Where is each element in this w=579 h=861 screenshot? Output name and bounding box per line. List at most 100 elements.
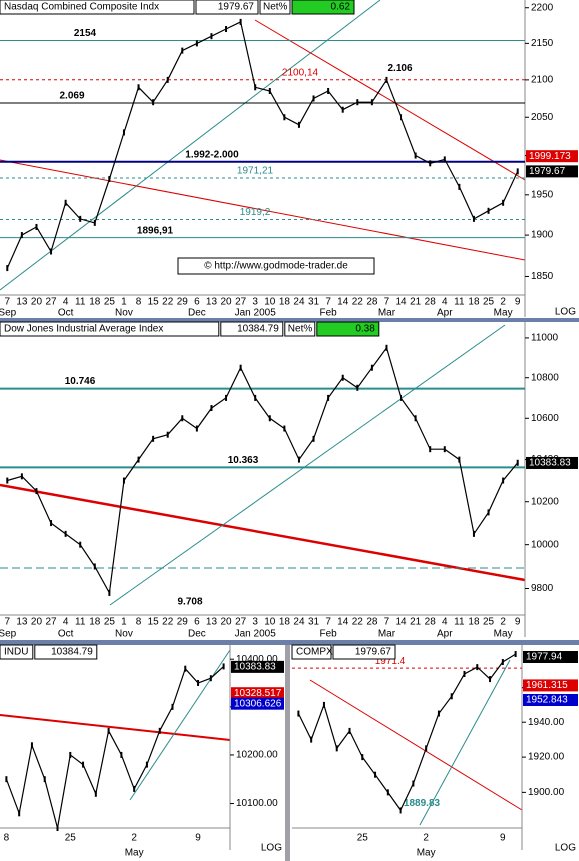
x-month-label: Oct <box>58 629 74 640</box>
scale-label: LOG <box>555 843 576 854</box>
price-line <box>297 653 516 812</box>
x-tick-label: 13 <box>206 617 218 628</box>
net-value-box <box>291 0 355 15</box>
x-tick-label: 20 <box>220 297 232 308</box>
x-tick-label: 14 <box>395 617 407 628</box>
trend-line <box>309 679 523 811</box>
y-tick-label: 1940.00 <box>528 717 565 728</box>
x-tick-label: 7 <box>325 617 331 628</box>
x-tick-label: 9 <box>515 297 521 308</box>
x-tick-label: 2 <box>131 833 137 844</box>
x-tick-label: 21 <box>410 617 422 628</box>
x-tick-label: 22 <box>162 617 174 628</box>
value-box <box>34 644 98 660</box>
x-tick-label: 15 <box>148 617 160 628</box>
level-label: 1919,2 <box>240 207 271 218</box>
trend-line <box>254 19 526 181</box>
trend-line <box>0 483 526 582</box>
x-tick-label: 4 <box>442 297 448 308</box>
x-tick-label: 9 <box>515 617 521 628</box>
x-tick-label: 13 <box>206 297 218 308</box>
watermark: © http://www.godmode-trader.de <box>204 261 348 272</box>
x-tick-label: 28 <box>425 617 437 628</box>
y-tick-label: 2150 <box>531 38 554 49</box>
value-badge-label: 1961.315 <box>526 680 568 691</box>
net-label-box <box>259 0 291 15</box>
x-month-label: May <box>125 848 144 859</box>
x-month-label: Feb <box>320 308 338 319</box>
y-tick-label: 10400.00 <box>236 654 278 665</box>
x-tick-label: 25 <box>483 617 495 628</box>
x-tick-label: 6 <box>194 297 200 308</box>
x-tick-label: 15 <box>148 297 160 308</box>
y-tick-label: 10800 <box>531 372 559 383</box>
x-tick-label: 18 <box>468 297 480 308</box>
x-month-label: Sep <box>0 629 17 640</box>
y-tick-label: 1920.00 <box>528 752 565 763</box>
x-tick-label: 28 <box>366 297 378 308</box>
x-month-label: May <box>494 629 513 640</box>
net-value: 0.38 <box>355 324 375 335</box>
x-tick-label: 14 <box>337 617 349 628</box>
x-tick-label: 7 <box>5 617 11 628</box>
x-tick-label: 25 <box>65 833 77 844</box>
x-month-label: Oct <box>58 308 74 319</box>
y-tick-label: 1900 <box>531 230 554 241</box>
x-tick-label: 11 <box>75 297 86 308</box>
x-tick-label: 3 <box>252 297 258 308</box>
value-badge-label: 10383.83 <box>529 458 571 469</box>
x-tick-label: 11 <box>454 617 465 628</box>
title-box <box>0 321 220 337</box>
level-label: 2.069 <box>59 91 84 102</box>
x-tick-label: 27 <box>45 297 57 308</box>
x-tick-label: 14 <box>395 297 407 308</box>
x-tick-label: 9 <box>195 833 201 844</box>
x-tick-label: 8 <box>136 617 142 628</box>
x-tick-label: 13 <box>16 297 28 308</box>
x-tick-label: 25 <box>104 297 116 308</box>
title-box <box>0 0 195 15</box>
y-tick-label: 10200 <box>531 496 559 507</box>
x-month-label: Mar <box>378 629 396 640</box>
x-tick-label: 8 <box>4 833 10 844</box>
value-badge-label: 10328.517 <box>234 688 282 699</box>
x-tick-label: 2 <box>500 297 506 308</box>
value-badge-label: 1977.94 <box>526 652 563 663</box>
value-badge-label: 1999.173 <box>529 151 571 162</box>
x-tick-label: 29 <box>177 297 189 308</box>
x-tick-label: 18 <box>468 617 480 628</box>
x-tick-label: 22 <box>352 297 364 308</box>
level-label: 1.992-2.000 <box>185 149 239 160</box>
last-value: 1979.67 <box>218 2 255 13</box>
price-bar <box>514 651 517 658</box>
x-tick-label: 20 <box>31 297 43 308</box>
title-box <box>0 644 34 660</box>
y-tick-label: 10000 <box>531 539 559 550</box>
y-tick-label: 1900.00 <box>528 787 565 798</box>
x-tick-label: 3 <box>252 617 258 628</box>
value-badge <box>231 697 284 710</box>
x-tick-label: 22 <box>162 297 174 308</box>
level-label: 2154 <box>74 28 97 39</box>
value-box <box>220 321 284 337</box>
net-value: 0.62 <box>331 2 351 13</box>
panel-title: INDU <box>4 647 28 658</box>
x-tick-label: 4 <box>442 617 448 628</box>
net-label-box <box>284 321 316 337</box>
x-month-label: May <box>417 848 436 859</box>
x-tick-label: 6 <box>194 617 200 628</box>
x-tick-label: 27 <box>235 297 247 308</box>
trend-line <box>109 324 506 606</box>
x-tick-label: 1 <box>121 617 127 628</box>
trend-line <box>0 714 231 741</box>
level-label: 10.363 <box>228 455 259 466</box>
x-tick-label: 10 <box>264 297 276 308</box>
y-tick-label: 2200 <box>531 2 554 13</box>
trend-line <box>129 649 231 801</box>
level-label: 1896,91 <box>137 225 174 236</box>
x-tick-label: 25 <box>483 297 495 308</box>
x-tick-label: 20 <box>31 617 43 628</box>
net-label: Net% <box>288 324 313 335</box>
x-month-label: Apr <box>437 629 453 640</box>
